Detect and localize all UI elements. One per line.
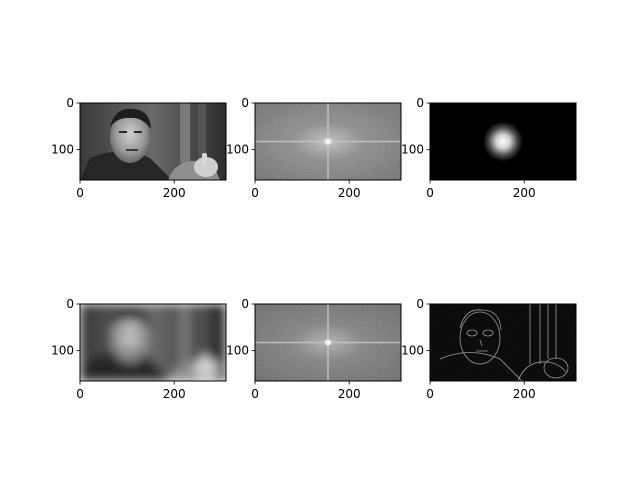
- image-gaussian-lowpass-mask: [430, 103, 576, 180]
- y-tick-label: 100: [51, 143, 74, 157]
- y-tick-label: 0: [416, 297, 424, 311]
- x-tick-label: 200: [338, 186, 361, 200]
- image-grayscale-photo-portrait: [80, 103, 226, 180]
- axes-frame: [79, 102, 227, 181]
- subplot-1: 0 200 0 100: [51, 96, 227, 200]
- y-tick-label: 0: [241, 297, 249, 311]
- subplot-2: 0 200 0 100: [226, 96, 402, 200]
- y-tick-label: 100: [226, 344, 249, 358]
- axes-frame: [429, 303, 577, 382]
- axes-frame: [429, 102, 577, 181]
- y-tick-label: 0: [66, 297, 74, 311]
- x-tick-label: 200: [163, 387, 186, 401]
- x-tick-label: 200: [513, 186, 536, 200]
- image-fft-magnitude-spectrum-filtered: [255, 304, 401, 381]
- y-tick-label: 0: [241, 96, 249, 110]
- subplot-4: 0 200 0 100: [51, 297, 227, 401]
- x-tick-label: 0: [426, 186, 434, 200]
- axes-frame: [79, 303, 227, 382]
- x-tick-label: 0: [76, 387, 84, 401]
- axes-frame: [254, 102, 402, 181]
- subplot-5: 0 200 0 100: [226, 297, 402, 401]
- x-tick-label: 0: [251, 387, 259, 401]
- x-tick-label: 200: [513, 387, 536, 401]
- axes-frame: [254, 303, 402, 382]
- y-tick-label: 0: [416, 96, 424, 110]
- y-tick-label: 100: [401, 143, 424, 157]
- y-tick-label: 0: [66, 96, 74, 110]
- x-tick-label: 200: [163, 186, 186, 200]
- image-fft-magnitude-spectrum: [255, 103, 401, 180]
- y-tick-label: 100: [51, 344, 74, 358]
- y-tick-label: 100: [226, 143, 249, 157]
- subplot-6: 0 200 0 100: [401, 297, 577, 401]
- subplot-3: 0 200 0 100: [401, 96, 577, 200]
- x-tick-label: 0: [426, 387, 434, 401]
- x-tick-label: 0: [251, 186, 259, 200]
- image-blurred-photo-portrait: [80, 304, 226, 381]
- x-tick-label: 0: [76, 186, 84, 200]
- image-edge-detail-highpass: [430, 304, 576, 381]
- x-tick-label: 200: [338, 387, 361, 401]
- y-tick-label: 100: [401, 344, 424, 358]
